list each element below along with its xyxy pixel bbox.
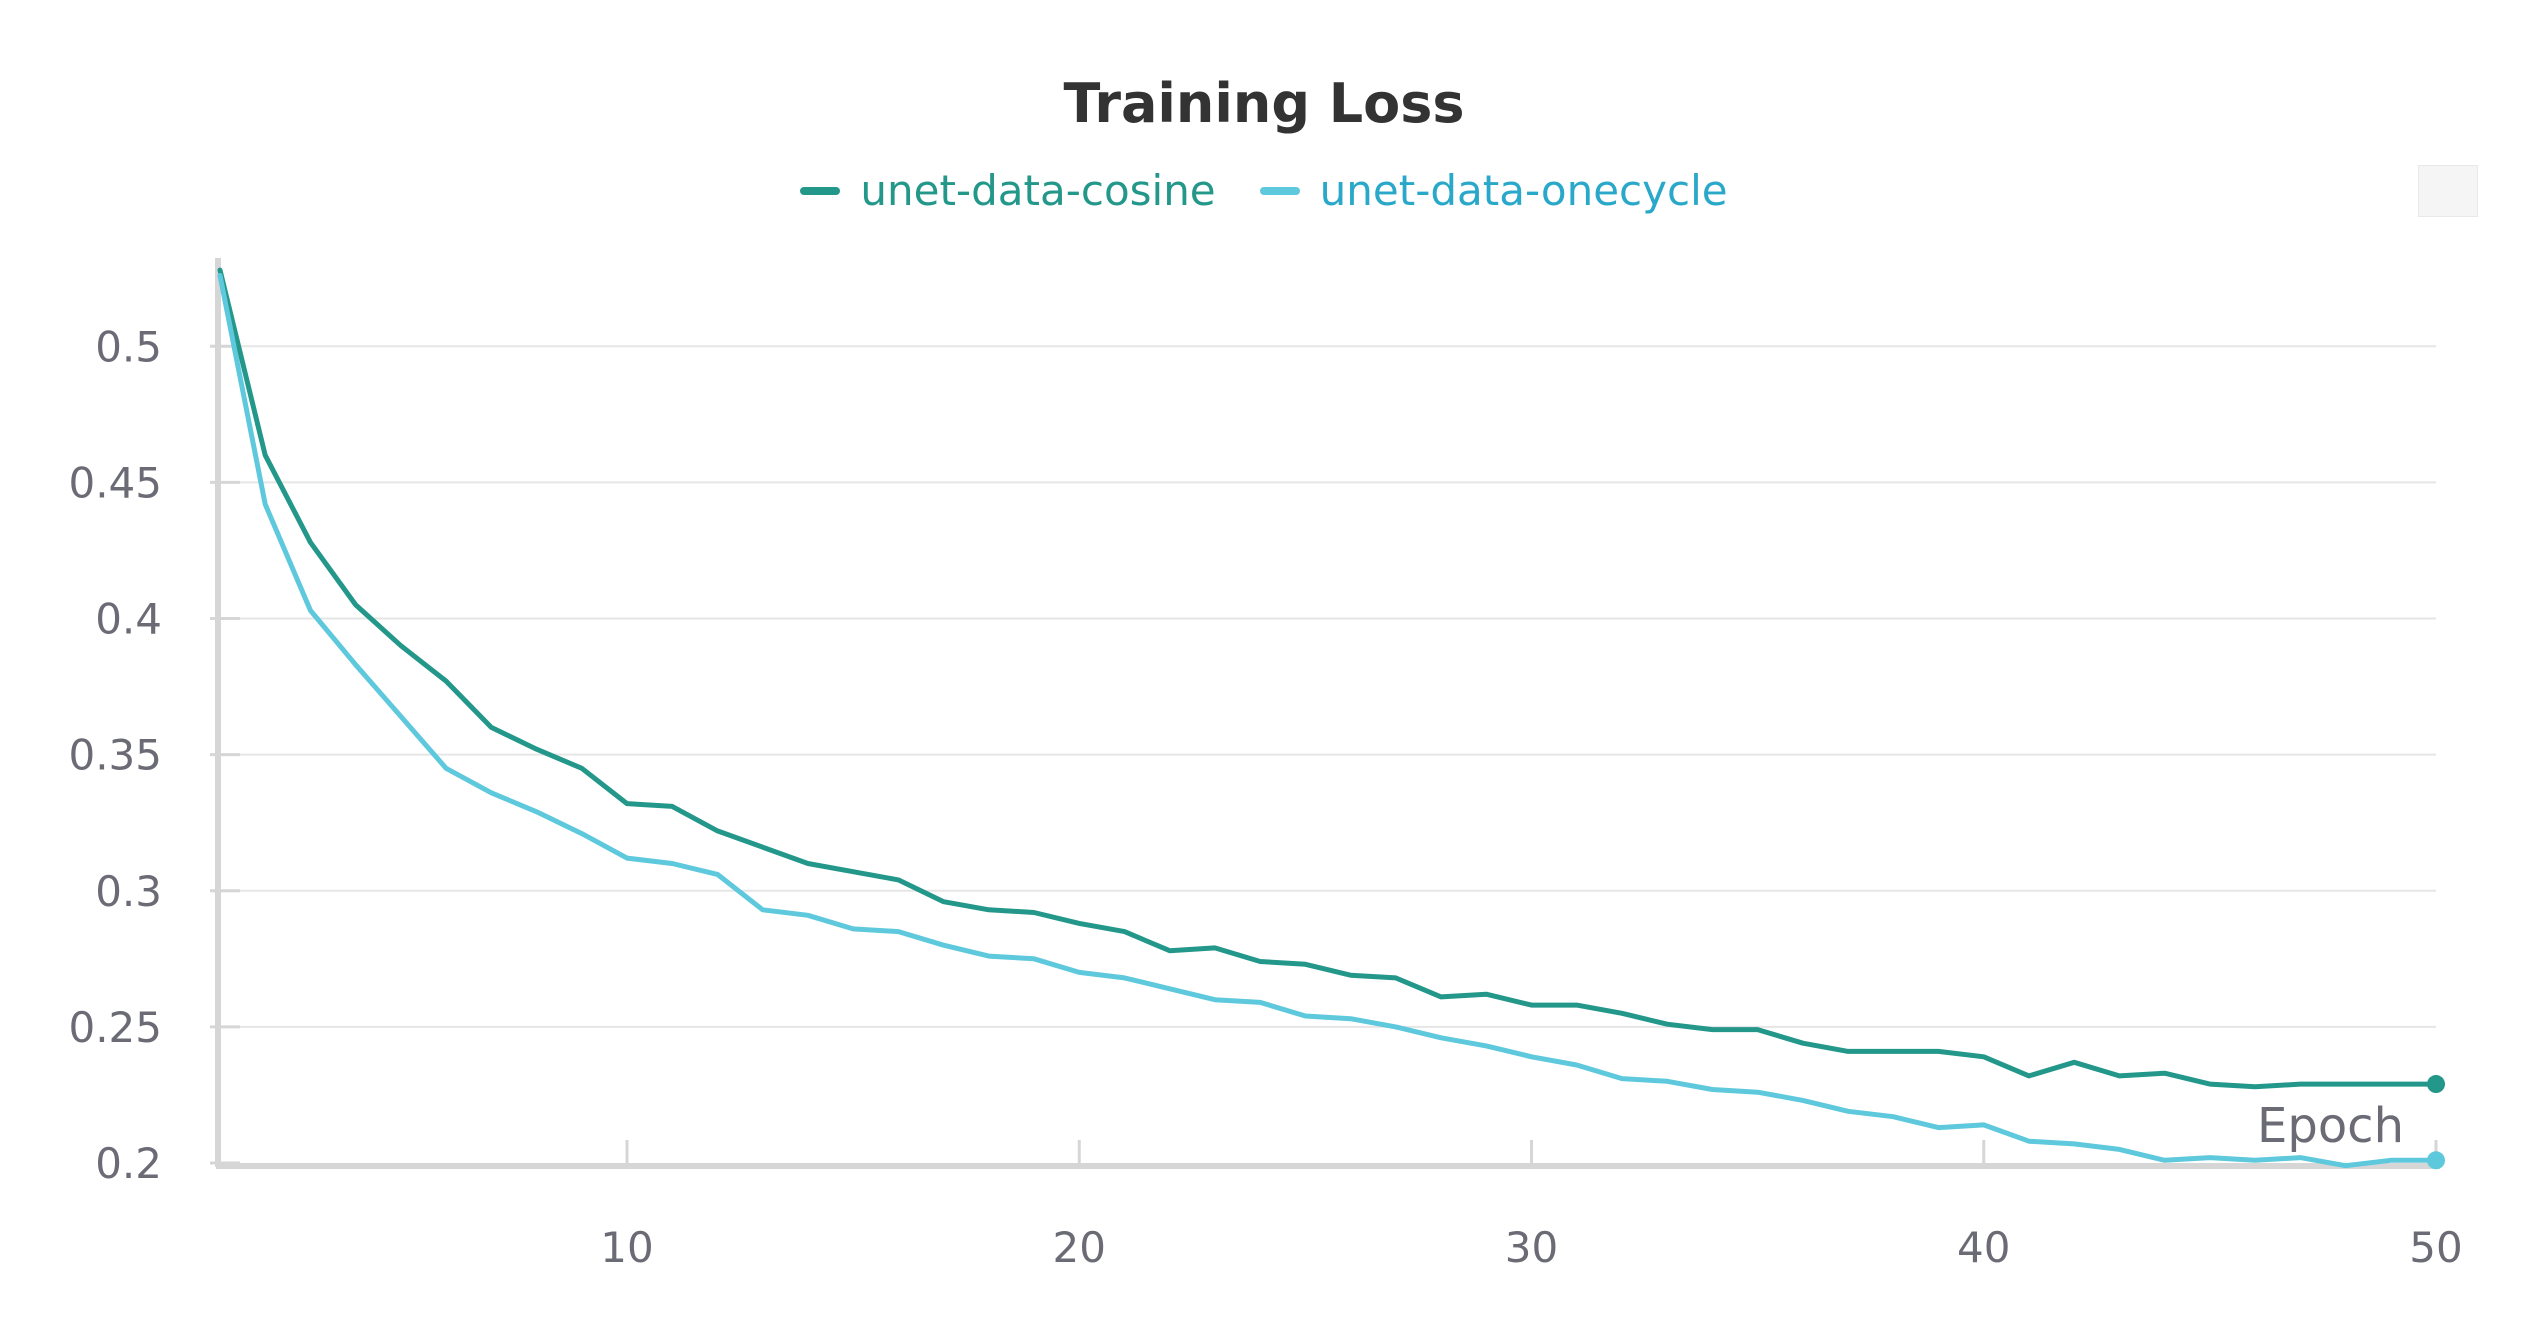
series-endpoint-onecycle[interactable] bbox=[2427, 1151, 2445, 1170]
x-axis-label: Epoch bbox=[2257, 1098, 2404, 1154]
legend: unet-data-cosine unet-data-onecycle bbox=[0, 166, 2528, 215]
legend-label-cosine: unet-data-cosine bbox=[860, 166, 1216, 215]
ytick-label: 0.35 bbox=[68, 731, 162, 780]
ytick-label: 0.25 bbox=[68, 1003, 162, 1052]
xtick-label: 10 bbox=[600, 1223, 653, 1272]
grid-lines bbox=[210, 345, 2436, 1028]
ytick-label: 0.45 bbox=[68, 458, 162, 507]
panel-menu-box[interactable] bbox=[2418, 165, 2478, 217]
x-tick-labels: 10 20 30 40 50 bbox=[600, 1223, 2462, 1272]
legend-swatch-onecycle bbox=[1259, 186, 1300, 195]
ytick-label: 0.5 bbox=[95, 322, 162, 371]
y-tick-labels: 0.2 0.25 0.3 0.35 0.4 0.45 0.5 bbox=[68, 322, 162, 1188]
axes bbox=[210, 258, 2440, 1169]
xtick-label: 30 bbox=[1505, 1223, 1558, 1272]
series-line-onecycle[interactable] bbox=[217, 273, 2439, 1169]
chart-title: Training Loss bbox=[1063, 72, 1465, 135]
ytick-label: 0.3 bbox=[95, 867, 162, 916]
series-lines bbox=[217, 267, 2445, 1170]
xtick-label: 50 bbox=[2409, 1223, 2462, 1272]
legend-item-cosine[interactable]: unet-data-cosine bbox=[800, 166, 1216, 215]
ytick-label: 0.4 bbox=[95, 595, 162, 644]
xtick-label: 40 bbox=[1957, 1223, 2010, 1272]
series-line-cosine[interactable] bbox=[217, 267, 2439, 1090]
ytick-label: 0.2 bbox=[95, 1139, 162, 1188]
legend-swatch-cosine bbox=[800, 186, 841, 195]
legend-item-onecycle[interactable]: unet-data-onecycle bbox=[1259, 166, 1728, 215]
series-endpoint-cosine[interactable] bbox=[2427, 1075, 2445, 1094]
xtick-label: 20 bbox=[1053, 1223, 1106, 1272]
legend-label-onecycle: unet-data-onecycle bbox=[1319, 166, 1728, 215]
